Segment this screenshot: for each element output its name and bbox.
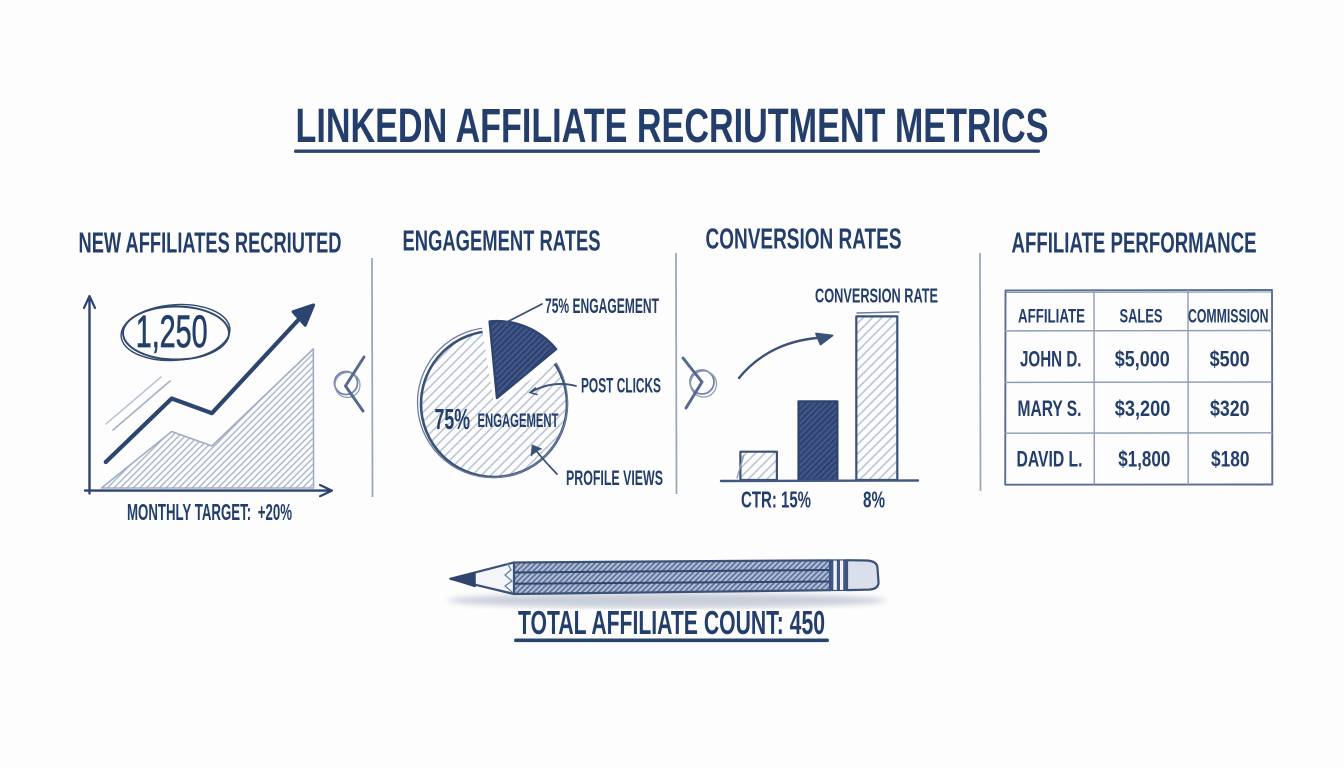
svg-text:SALES: SALES bbox=[1120, 305, 1163, 327]
svg-text:75% ENGAGEMENT: 75% ENGAGEMENT bbox=[545, 295, 659, 318]
svg-text:COMMISSION: COMMISSION bbox=[1188, 305, 1269, 327]
svg-text:AFFILIATE PERFORMANCE: AFFILIATE PERFORMANCE bbox=[1012, 228, 1257, 260]
svg-text:TOTAL AFFILIATE COUNT: 450: TOTAL AFFILIATE COUNT: 450 bbox=[518, 605, 825, 642]
svg-text:CTR: 15%: CTR: 15% bbox=[741, 487, 811, 513]
svg-text:MONTHLY TARGET: +20%: MONTHLY TARGET: +20% bbox=[127, 499, 292, 525]
svg-text:$1,800: $1,800 bbox=[1118, 447, 1170, 472]
svg-text:PROFILE VIEWS: PROFILE VIEWS bbox=[566, 467, 663, 490]
svg-text:MARY S.: MARY S. bbox=[1018, 396, 1082, 421]
svg-text:$500: $500 bbox=[1210, 346, 1250, 371]
svg-text:POST CLICKS: POST CLICKS bbox=[581, 375, 661, 398]
svg-text:LINKEDN AFFILIATE RECRIUTMENT: LINKEDN AFFILIATE RECRIUTMENT METRICS bbox=[296, 99, 1049, 153]
svg-text:$3,200: $3,200 bbox=[1115, 396, 1171, 421]
svg-text:JOHN D.: JOHN D. bbox=[1020, 346, 1082, 371]
svg-text:8%: 8% bbox=[863, 487, 885, 513]
svg-text:CONVERSION RATES: CONVERSION RATES bbox=[706, 224, 902, 256]
svg-text:$320: $320 bbox=[1210, 396, 1250, 421]
svg-text:75%: 75% bbox=[435, 404, 471, 436]
svg-text:ENGAGEMENT RATES: ENGAGEMENT RATES bbox=[403, 226, 601, 258]
svg-text:1,250: 1,250 bbox=[136, 306, 208, 357]
svg-text:ENGAGEMENT: ENGAGEMENT bbox=[478, 410, 559, 432]
svg-text:AFFILIATE: AFFILIATE bbox=[1018, 305, 1085, 327]
svg-text:CONVERSION RATE: CONVERSION RATE bbox=[815, 286, 938, 308]
svg-text:$5,000: $5,000 bbox=[1115, 346, 1170, 371]
svg-text:DAVID L.: DAVID L. bbox=[1017, 447, 1083, 472]
svg-text:NEW AFFILIATES RECRIUTED: NEW AFFILIATES RECRIUTED bbox=[79, 228, 342, 260]
svg-text:$180: $180 bbox=[1211, 447, 1250, 472]
